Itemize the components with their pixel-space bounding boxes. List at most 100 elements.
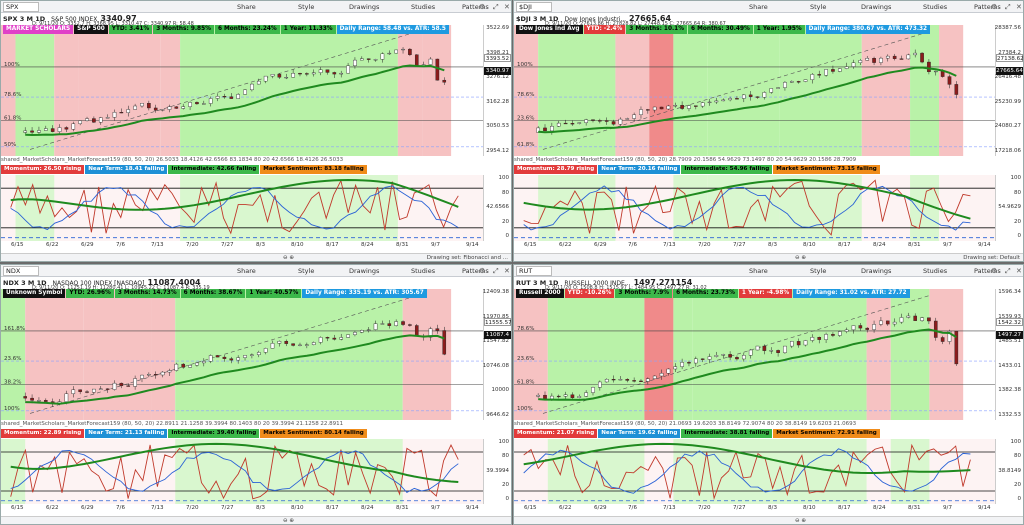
- zoom-icon[interactable]: ⊖ ⊕: [795, 518, 806, 524]
- candle: [858, 325, 863, 329]
- chart-panel-rut[interactable]: RUT Share Style Drawings Studies Patterns ⚙ ⤢ ✕ R…: [513, 264, 1024, 525]
- trend-line[interactable]: [29, 295, 418, 414]
- trend-line[interactable]: [542, 31, 930, 150]
- zoom-icon[interactable]: ⊖ ⊕: [795, 255, 806, 261]
- studies-button[interactable]: Studies: [923, 267, 948, 275]
- gear-icon[interactable]: ⚙: [479, 267, 486, 275]
- candle: [680, 362, 684, 367]
- patterns-button[interactable]: Patterns: [974, 267, 1001, 275]
- candle: [796, 81, 801, 83]
- chart-panel-spx[interactable]: SPX Share Style Drawings Studies Patterns ⚙ ⤢ ✕ S…: [0, 0, 512, 262]
- date-axis-label: 7/6: [628, 242, 638, 248]
- drawings-button[interactable]: Drawings: [861, 3, 892, 11]
- price-axis[interactable]: 28387.56 27384.2 26416.48 25230.99 24080.27 1…: [995, 25, 1023, 156]
- drawing-set-label[interactable]: Drawing set: Default: [963, 255, 1020, 261]
- candle: [325, 69, 330, 73]
- date-axis[interactable]: 6/15 6/22 6/29 7/6 7/13 7/20 7/27 8/3 8/10 8/17 8/…: [514, 504, 1023, 514]
- chart-toolbar: SPX Share Style Drawings Studies Patterns ⚙ ⤢ ✕: [1, 1, 511, 13]
- share-button[interactable]: Share: [749, 267, 768, 275]
- performance-badge: Unknown Symbol: [3, 289, 66, 298]
- candle: [879, 320, 883, 325]
- price-chart[interactable]: 78.6% 23.6% 61.8% 100%: [514, 289, 997, 422]
- candle: [646, 378, 650, 382]
- price-axis-label: 17218.06: [994, 148, 1021, 154]
- symbol-input[interactable]: $DJI: [516, 2, 552, 12]
- trend-line[interactable]: [542, 295, 930, 414]
- patterns-button[interactable]: Patterns: [462, 267, 489, 275]
- symbol-input[interactable]: RUT: [516, 266, 552, 276]
- close-icon[interactable]: ✕: [504, 3, 510, 11]
- candle: [215, 355, 220, 358]
- price-chart[interactable]: 100% 78.6% 61.8% 50%: [1, 25, 485, 158]
- moving-average-line: [538, 328, 957, 401]
- performance-badge: 3 Months: 9.85%: [153, 25, 214, 34]
- date-axis[interactable]: 6/15 6/22 6/29 7/6 7/13 7/20 7/27 8/3 8/10 8/17 8/…: [1, 504, 511, 514]
- candle: [243, 89, 247, 95]
- candle: [160, 109, 165, 111]
- trend-line[interactable]: [29, 31, 418, 150]
- candle: [408, 324, 412, 326]
- instrument-name: NASDAQ 100 INDEX [NASDAQ]: [52, 280, 145, 287]
- drawings-button[interactable]: Drawings: [349, 267, 380, 275]
- date-axis-label: 6/29: [81, 505, 94, 511]
- drawing-set-label[interactable]: Drawing set: Fibonacci and ...: [426, 255, 508, 261]
- share-button[interactable]: Share: [237, 3, 256, 11]
- candle: [414, 54, 419, 67]
- ohlc-readout: D: 9/11/20 O: 1508.8 H: 1515.97 L: 1484.…: [545, 285, 707, 291]
- symbol-input[interactable]: NDX: [3, 266, 39, 276]
- candle: [646, 109, 650, 111]
- share-button[interactable]: Share: [237, 267, 256, 275]
- candle: [140, 374, 144, 379]
- oscillator-axis[interactable]: 100 80 38.8149 20 0: [995, 439, 1023, 504]
- oscillator-axis[interactable]: 100 80 54.9629 20 0: [995, 175, 1023, 241]
- chart-panel-dji[interactable]: $DJI Share Style Drawings Studies Patterns ⚙ ⤢ ✕…: [513, 0, 1024, 262]
- patterns-button[interactable]: Patterns: [974, 3, 1001, 11]
- style-button[interactable]: Style: [298, 267, 315, 275]
- zoom-icon[interactable]: ⊖ ⊕: [283, 255, 294, 261]
- chart-panel-ndx[interactable]: NDX Share Style Drawings Studies Patterns ⚙ ⤢ ✕ N…: [0, 264, 512, 525]
- symbol-input[interactable]: SPX: [3, 2, 39, 12]
- oscillator-chart[interactable]: [514, 439, 997, 504]
- studies-button[interactable]: Studies: [411, 267, 436, 275]
- style-button[interactable]: Style: [810, 267, 827, 275]
- candle: [85, 118, 89, 122]
- maximize-icon[interactable]: ⤢: [493, 267, 499, 275]
- oscillator-chart[interactable]: [1, 439, 485, 504]
- gear-icon[interactable]: ⚙: [991, 3, 998, 11]
- price-axis[interactable]: 12409.38 11970.85 11547.82 10746.08 10000 964…: [483, 289, 511, 420]
- style-button[interactable]: Style: [810, 3, 827, 11]
- close-icon[interactable]: ✕: [504, 267, 510, 275]
- maximize-icon[interactable]: ⤢: [493, 3, 499, 11]
- oscillator-axis[interactable]: 100 80 42.6566 20 0: [483, 175, 511, 241]
- maximize-icon[interactable]: ⤢: [1005, 267, 1011, 275]
- candle: [318, 69, 323, 73]
- studies-button[interactable]: Studies: [923, 3, 948, 11]
- drawings-button[interactable]: Drawings: [861, 267, 892, 275]
- zoom-icon[interactable]: ⊖ ⊕: [283, 518, 294, 524]
- maximize-icon[interactable]: ⤢: [1005, 3, 1011, 11]
- close-icon[interactable]: ✕: [1016, 3, 1022, 11]
- share-button[interactable]: Share: [749, 3, 768, 11]
- oscillator-badge: Near Term: 20.16 falling: [598, 165, 681, 174]
- oscillator-chart[interactable]: [514, 175, 997, 241]
- drawings-button[interactable]: Drawings: [349, 3, 380, 11]
- gear-icon[interactable]: ⚙: [479, 3, 486, 11]
- price-axis[interactable]: 3522.69 3398.21 3276.12 3162.28 3050.53 2954.…: [483, 25, 511, 156]
- oscillator-axis[interactable]: 100 80 39.3994 20 0: [483, 439, 511, 504]
- price-chart[interactable]: 100% 78.6% 23.6% 61.8%: [514, 25, 997, 158]
- oscillator-chart[interactable]: [1, 175, 485, 241]
- style-button[interactable]: Style: [298, 3, 315, 11]
- date-axis[interactable]: 6/15 6/22 6/29 7/6 7/13 7/20 7/27 8/3 8/10 8/17 8/…: [1, 241, 511, 251]
- candle: [291, 73, 295, 78]
- studies-button[interactable]: Studies: [411, 3, 436, 11]
- candle: [188, 102, 192, 107]
- gear-icon[interactable]: ⚙: [991, 267, 998, 275]
- price-axis[interactable]: 1596.34 1539.93 1485.51 1433.01 1382.38 1332.…: [995, 289, 1023, 420]
- price-chart[interactable]: 161.8% 23.6% 38.2% 100%: [1, 289, 485, 422]
- price-axis-label: 12409.38: [482, 289, 509, 295]
- patterns-button[interactable]: Patterns: [462, 3, 489, 11]
- date-axis[interactable]: 6/15 6/22 6/29 7/6 7/13 7/20 7/27 8/3 8/10 8/17 8/…: [514, 241, 1023, 251]
- chart-title-line: RUT 3 M 1D RUSSELL 2000 INDE... 1497.27115…: [516, 278, 692, 287]
- date-axis-label: 9/7: [943, 242, 953, 248]
- close-icon[interactable]: ✕: [1016, 267, 1022, 275]
